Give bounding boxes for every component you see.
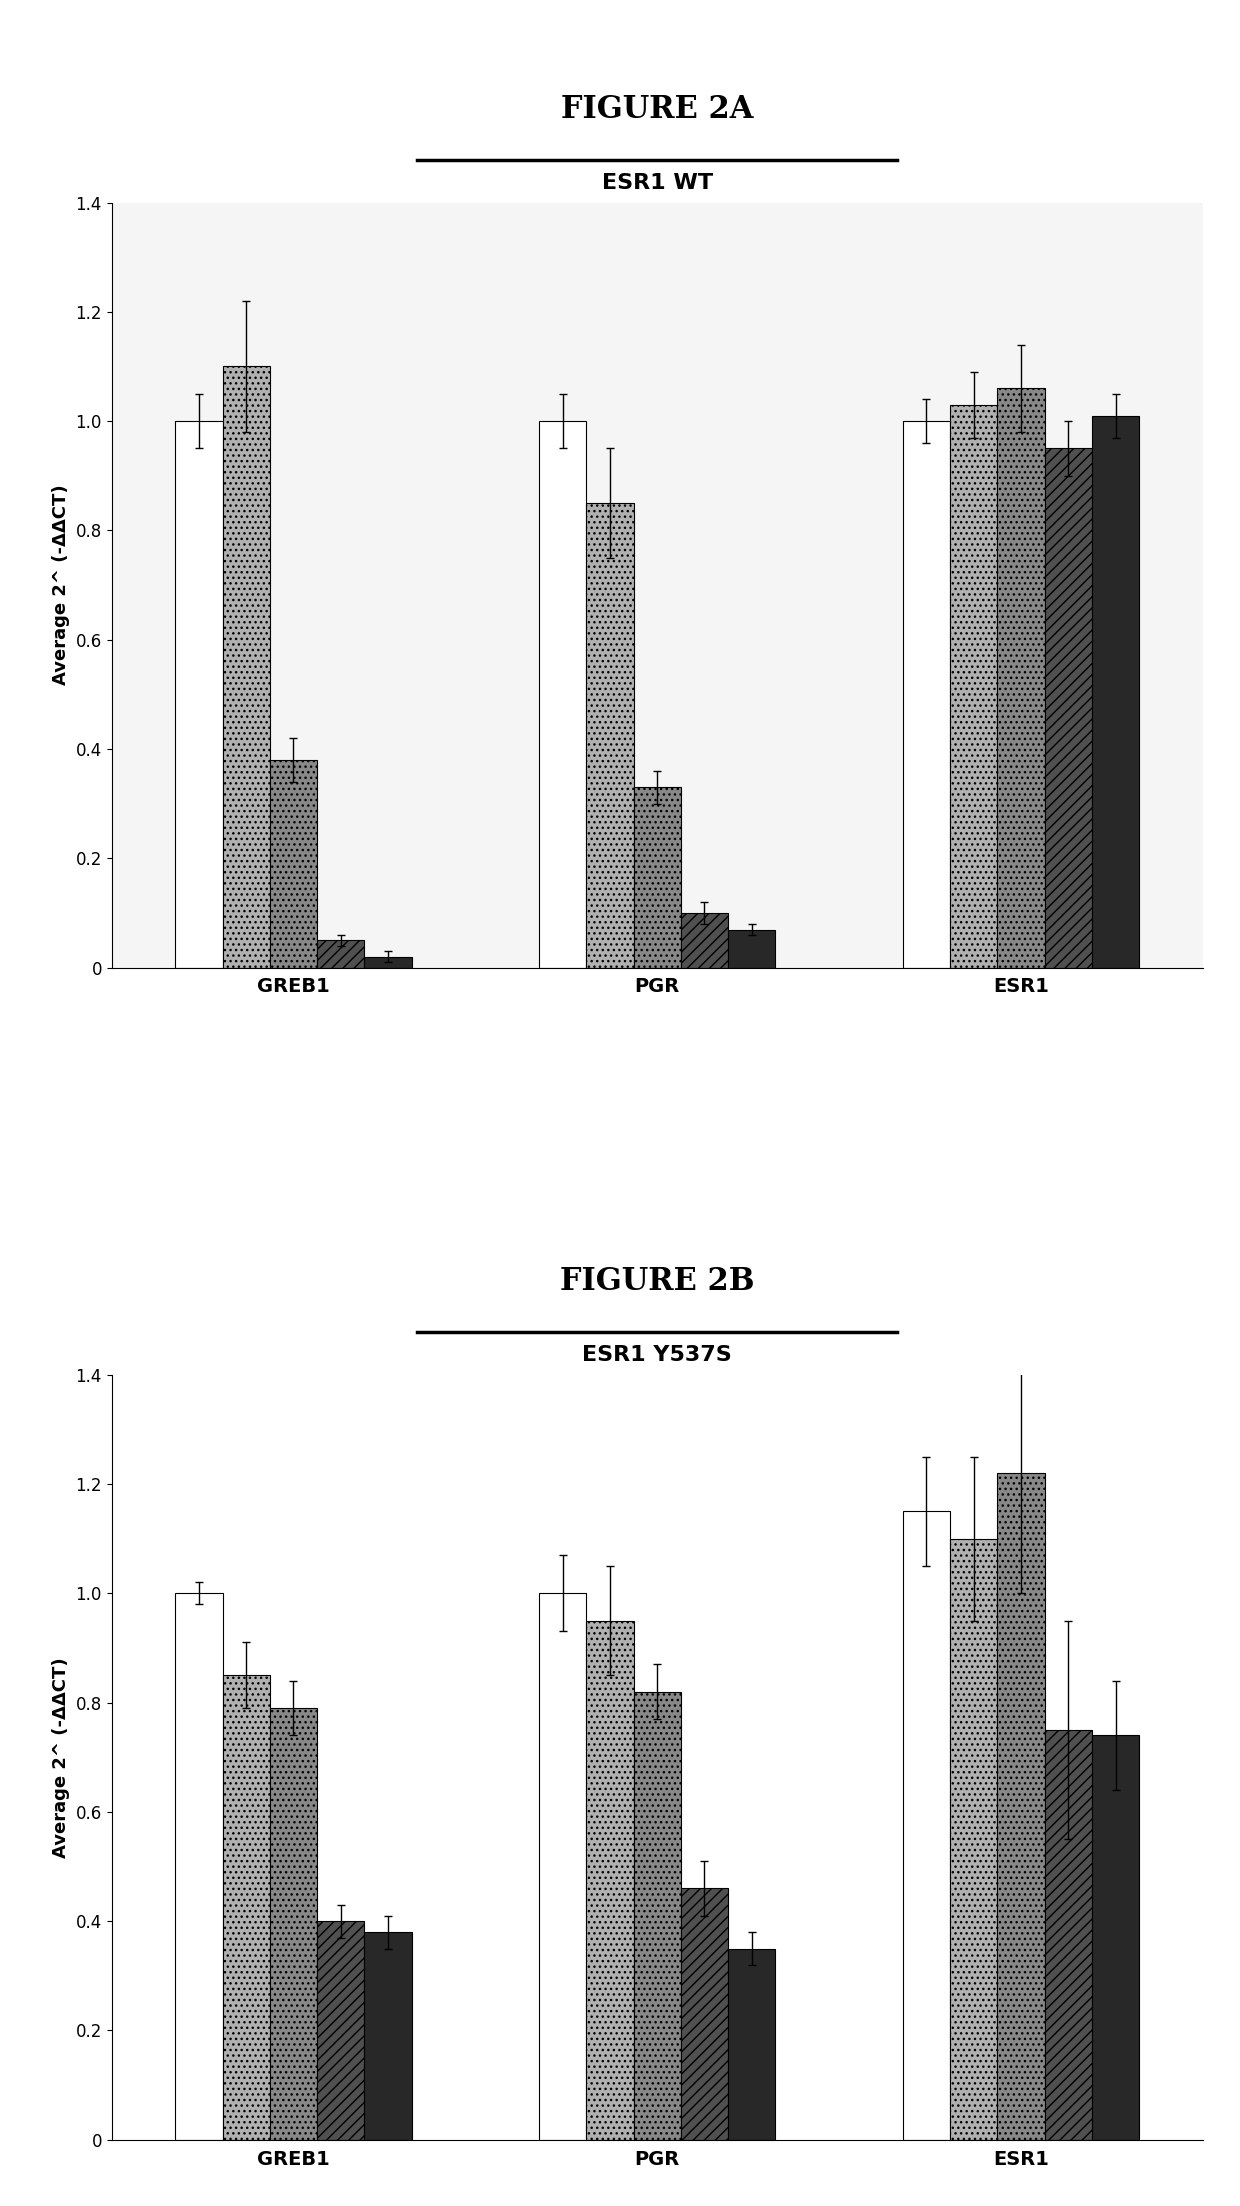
Bar xyxy=(317,940,365,968)
Bar xyxy=(539,1593,587,2140)
Bar xyxy=(222,366,270,968)
Bar xyxy=(903,1511,950,2140)
Bar xyxy=(681,1888,728,2140)
Bar xyxy=(365,1932,412,2140)
Bar xyxy=(175,1593,222,2140)
Title: ESR1 Y537S: ESR1 Y537S xyxy=(583,1346,732,1366)
Bar xyxy=(634,1692,681,2140)
Bar xyxy=(270,761,317,968)
Bar xyxy=(950,1538,997,2140)
Text: FIGURE 2A: FIGURE 2A xyxy=(560,95,754,126)
Y-axis label: Average 2^ (-ΔΔCT): Average 2^ (-ΔΔCT) xyxy=(52,1657,69,1857)
Bar xyxy=(539,421,587,968)
Bar xyxy=(587,1621,634,2140)
Bar xyxy=(903,421,950,968)
Bar xyxy=(317,1921,365,2140)
Bar xyxy=(1044,448,1092,968)
Bar xyxy=(728,929,775,968)
Bar xyxy=(1092,415,1140,968)
Bar xyxy=(1092,1736,1140,2140)
Bar xyxy=(997,1474,1044,2140)
Bar xyxy=(270,1707,317,2140)
Bar xyxy=(997,388,1044,968)
Bar xyxy=(175,421,222,968)
Title: ESR1 WT: ESR1 WT xyxy=(601,172,713,192)
Y-axis label: Average 2^ (-ΔΔCT): Average 2^ (-ΔΔCT) xyxy=(52,485,69,686)
Bar xyxy=(1044,1730,1092,2140)
Bar xyxy=(681,913,728,968)
Bar xyxy=(634,788,681,968)
Text: FIGURE 2B: FIGURE 2B xyxy=(560,1266,754,1297)
Bar xyxy=(728,1948,775,2140)
Bar xyxy=(365,957,412,968)
Bar xyxy=(222,1674,270,2140)
Bar xyxy=(587,503,634,968)
Bar xyxy=(950,404,997,968)
